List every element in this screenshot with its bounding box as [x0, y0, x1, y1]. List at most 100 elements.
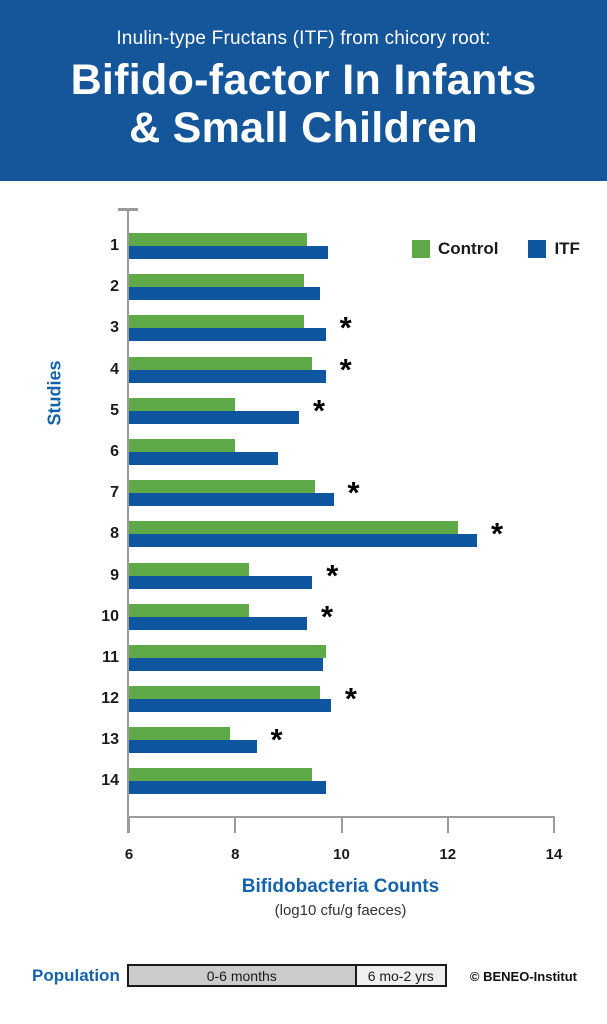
control-bar [129, 233, 307, 246]
significance-asterisk: * [347, 475, 360, 511]
control-bar [129, 562, 249, 576]
study-row: 13 * [101, 722, 554, 768]
axis-tick-label: 10 [333, 846, 350, 863]
page-title-line2: & Small Children [129, 104, 478, 153]
control-legend-swatch [412, 240, 430, 258]
study-label: 14 [101, 772, 119, 790]
study-label: 5 [110, 401, 119, 419]
significance-asterisk: * [339, 351, 352, 387]
study-row: 14 [101, 768, 554, 809]
study-row: 8 * [110, 516, 554, 562]
study-row: 6 [110, 438, 554, 480]
y-axis-top-tick [118, 208, 138, 211]
significance-asterisk: * [490, 516, 504, 552]
y-axis-title: Studies [44, 360, 65, 426]
chart-legend: Control ITF [412, 239, 580, 259]
x-axis-title: Bifidobacteria Counts [241, 876, 440, 897]
axis-tick-label: 14 [545, 846, 563, 863]
legend-label-itf: ITF [554, 239, 580, 258]
study-row: 3 * [110, 310, 554, 356]
itf-bar [129, 616, 307, 630]
itf-bar [129, 287, 321, 301]
study-row: 10 * [101, 598, 554, 645]
significance-asterisk: * [270, 722, 283, 758]
control-bar [129, 356, 313, 370]
study-row: 2 [110, 274, 554, 315]
itf-legend-swatch [528, 240, 547, 258]
itf-bar [129, 328, 326, 342]
study-label: 4 [110, 360, 119, 378]
itf-bar [129, 493, 334, 507]
header-banner: Inulin-type Fructans (ITF) from chicory … [0, 0, 607, 181]
population-segment: 0-6 months [129, 966, 357, 985]
study-label: 12 [101, 690, 119, 708]
itf-bar [129, 699, 331, 713]
x-axis-units: (log10 cfu/g faeces) [274, 902, 407, 919]
study-row: 12 * [101, 681, 554, 727]
population-segment: 6 mo-2 yrs [356, 966, 445, 985]
bar-chart-plot: 1 2 3 * 4 * 5 * 6 7 * 8 * 9 * 10 * 11 12 * 13 * 14 6 8 10 12 14 [101, 208, 562, 863]
control-bar [129, 727, 230, 741]
itf-bar [129, 740, 257, 754]
itf-bar [129, 575, 313, 589]
study-row: 5 * [110, 392, 554, 439]
control-bar [129, 686, 321, 700]
study-label: 10 [101, 607, 119, 625]
control-bar [129, 480, 315, 494]
page-title-line1: Bifido-factor In Infants [70, 56, 537, 104]
significance-asterisk: * [313, 392, 326, 428]
control-bar [129, 768, 313, 782]
axis-tick-label: 6 [124, 846, 134, 863]
itf-bar [129, 657, 323, 671]
study-label: 6 [110, 442, 119, 460]
itf-bar [129, 451, 278, 465]
study-row: 11 [102, 644, 554, 686]
page-title: Bifido-factor In Infants & Small Childre… [0, 56, 607, 152]
copyright-text: © BENEO-Institut [469, 969, 577, 984]
itf-bar [129, 369, 326, 383]
significance-asterisk: * [320, 598, 334, 634]
study-label: 7 [110, 484, 119, 502]
itf-bar [129, 534, 477, 548]
x-axis-title-block: Bifidobacteria Counts (log10 cfu/g faece… [127, 876, 554, 919]
study-row: 9 * [110, 557, 554, 604]
study-row: 4 * [110, 351, 554, 398]
control-bar [129, 438, 236, 452]
itf-bar [129, 410, 299, 424]
header-subtitle: Inulin-type Fructans (ITF) from chicory … [116, 28, 491, 49]
study-row: 7 * [110, 475, 554, 521]
axis-tick-label: 12 [439, 846, 457, 863]
study-label: 3 [110, 319, 119, 337]
study-row: 1 [110, 233, 554, 274]
study-label: 13 [101, 731, 119, 749]
control-bar [129, 603, 249, 617]
axis-tick [128, 816, 130, 833]
itf-bar [129, 781, 326, 795]
control-bar [129, 644, 326, 658]
axis-tick [234, 816, 237, 833]
axis-tick [553, 816, 555, 833]
study-label: 2 [110, 278, 119, 296]
legend-item-control: Control [412, 239, 498, 259]
significance-asterisk: * [344, 681, 357, 717]
significance-asterisk: * [339, 310, 352, 346]
axis-tick [340, 816, 343, 833]
legend-label-control: Control [438, 239, 499, 258]
population-label: Population [32, 966, 120, 985]
axis-tick-label: 8 [231, 846, 240, 863]
significance-asterisk: * [326, 557, 339, 593]
study-label: 1 [110, 237, 119, 254]
study-label: 9 [110, 566, 119, 584]
population-bar: 0-6 months 6 mo-2 yrs [127, 964, 447, 987]
control-bar [129, 315, 305, 329]
study-label: 11 [102, 648, 119, 666]
control-bar [129, 274, 305, 288]
control-bar [129, 397, 236, 411]
legend-item-itf: ITF [528, 239, 580, 259]
itf-bar [129, 246, 329, 259]
chart-rows: 1 2 3 * 4 * 5 * 6 7 * 8 * 9 * 10 * 11 12 * 13 * 14 [101, 233, 554, 810]
control-bar [129, 521, 459, 535]
axis-tick [446, 816, 449, 833]
study-label: 8 [110, 525, 119, 543]
